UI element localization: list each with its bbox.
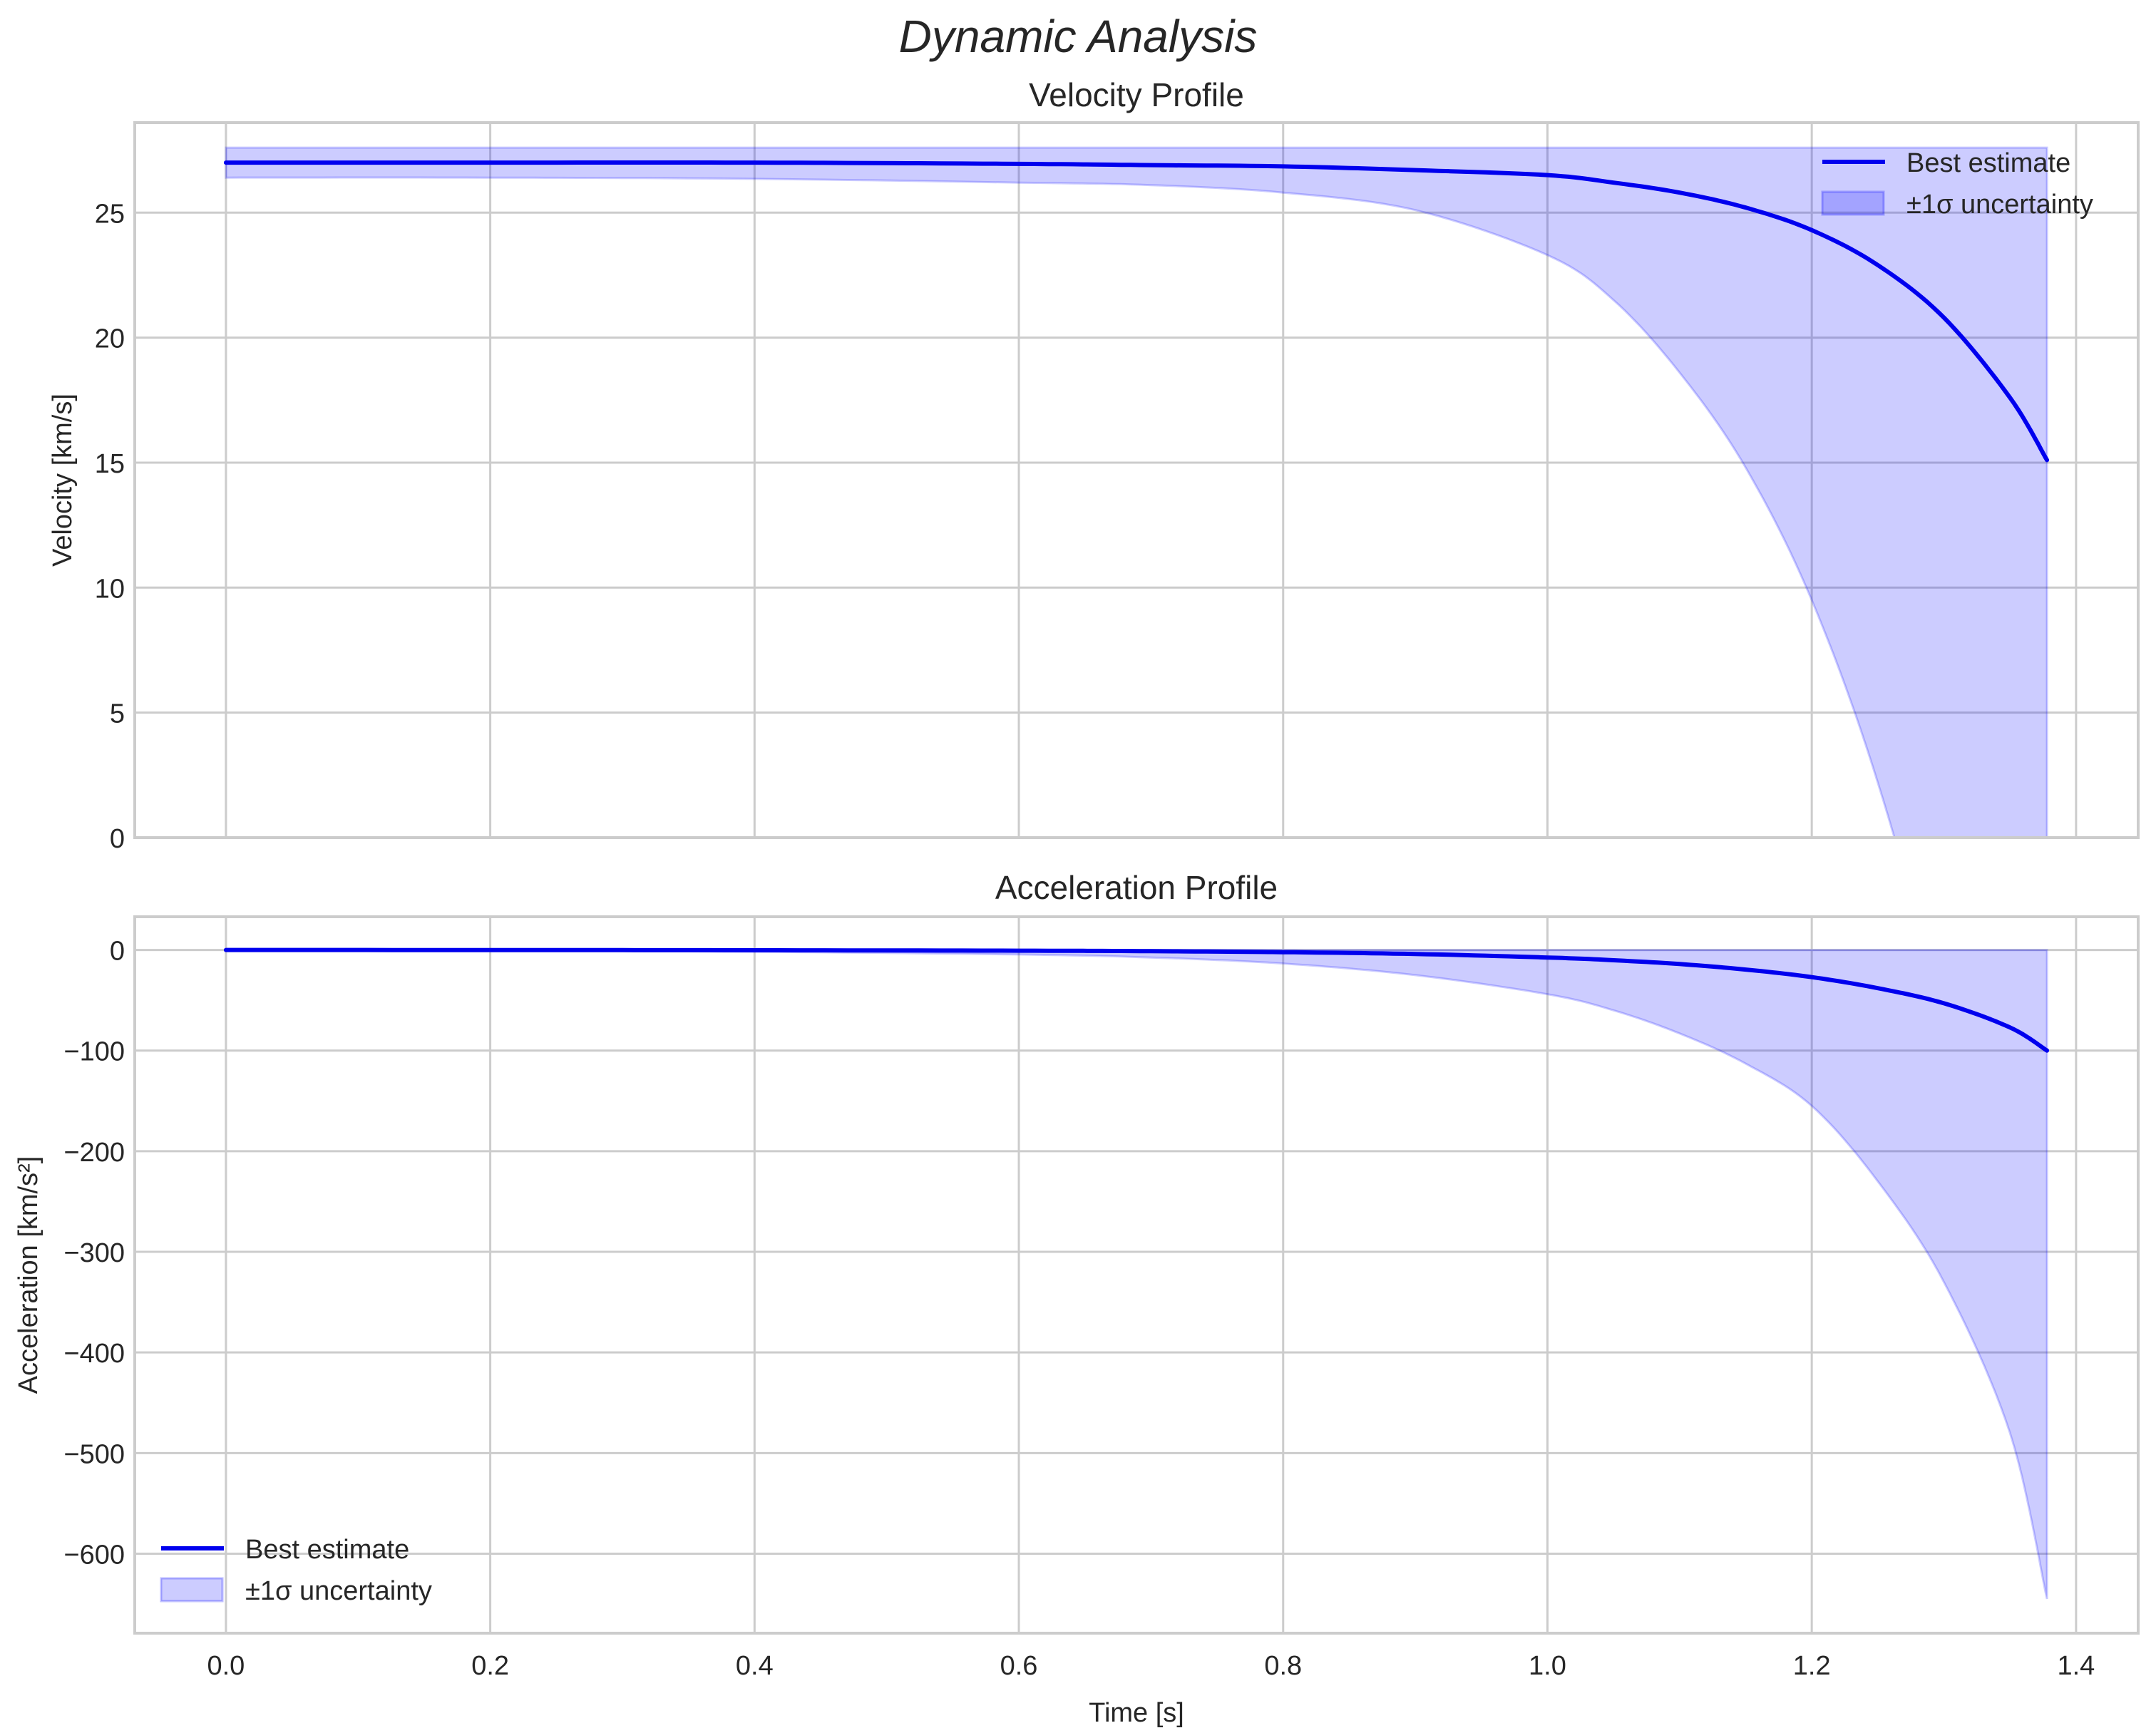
y-tick-label: −600 (63, 1540, 125, 1570)
x-tick-label: 1.2 (1793, 1651, 1831, 1681)
y-tick-label: −200 (63, 1138, 125, 1168)
time-x-axis-label: Time [s] (1089, 1698, 1184, 1728)
x-tick-label: 0.2 (471, 1651, 509, 1681)
velocity-y-axis-label: Velocity [km/s] (48, 394, 78, 567)
acceleration-plot-title: Acceleration Profile (995, 869, 1278, 906)
x-tick-label: 0.4 (736, 1651, 774, 1681)
legend-band-swatch (1821, 190, 1885, 216)
x-tick-label: 1.4 (2057, 1651, 2095, 1681)
figure-suptitle: Dynamic Analysis (898, 11, 1258, 62)
x-tick-label: 1.0 (1529, 1651, 1566, 1681)
y-tick-label: 5 (110, 699, 125, 729)
x-tick-label: 0.0 (207, 1651, 245, 1681)
axes-frame (133, 915, 2140, 1635)
y-tick-label: 10 (95, 574, 125, 604)
legend-band-swatch (160, 1577, 224, 1603)
x-tick-label: 0.8 (1264, 1651, 1302, 1681)
axes-frame (133, 121, 2140, 839)
y-tick-label: −100 (63, 1037, 125, 1067)
y-tick-label: 25 (95, 199, 125, 229)
uncertainty-band (225, 146, 2048, 838)
velocity-legend: Best estimate ±1σ uncertainty (1821, 148, 2093, 220)
best-estimate-line (223, 947, 2050, 1053)
acceleration-legend: Best estimate ±1σ uncertainty (160, 1535, 432, 1606)
y-tick-label: −500 (63, 1439, 125, 1469)
best-estimate-line (223, 160, 2050, 463)
y-tick-label: 15 (95, 449, 125, 479)
legend-label-best-estimate: Best estimate (245, 1535, 409, 1565)
y-tick-label: 0 (110, 937, 125, 967)
y-tick-label: 20 (95, 324, 125, 354)
y-tick-label: 0 (110, 824, 125, 854)
acceleration-y-axis-label: Acceleration [km/s²] (14, 1156, 43, 1394)
acceleration-axes: 0 −100 −200 −300 −400 −500 −600 0.0 0.2 0.4 0.6 0.8… (14, 915, 2140, 1728)
y-tick-label: −400 (63, 1339, 125, 1369)
legend-label-uncertainty: ±1σ uncertainty (245, 1576, 432, 1606)
x-tick-label: 0.6 (1000, 1651, 1038, 1681)
legend-label-uncertainty: ±1σ uncertainty (1906, 190, 2093, 220)
uncertainty-band (225, 949, 2048, 1600)
velocity-axes: 0 5 10 15 20 25 Velocity [km/s] Best estimate ±1… (48, 121, 2140, 854)
y-tick-label: −300 (63, 1238, 125, 1268)
velocity-plot-title: Velocity Profile (1029, 76, 1244, 113)
legend-label-best-estimate: Best estimate (1906, 148, 2070, 178)
